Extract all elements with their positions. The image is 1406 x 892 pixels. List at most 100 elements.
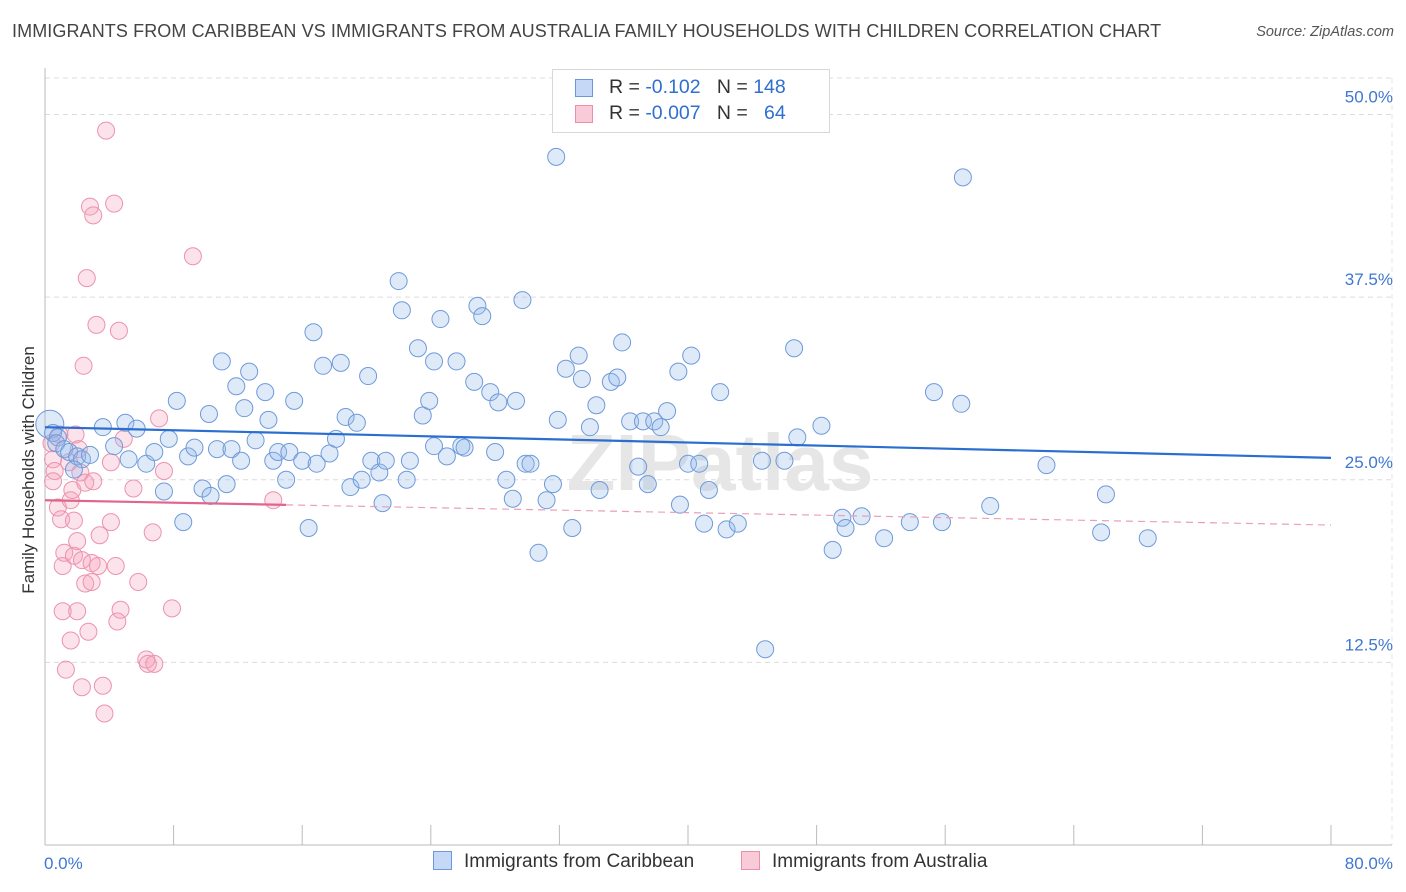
caribbean-point bbox=[392, 301, 411, 320]
caribbean-point bbox=[638, 475, 657, 494]
australia-point bbox=[52, 510, 71, 529]
caribbean-point bbox=[1138, 529, 1157, 548]
tick-labels: 12.5% 25.0% 37.5% 50.0% 0.0% 80.0% bbox=[44, 88, 1393, 873]
caribbean-point bbox=[212, 352, 231, 371]
caribbean-point bbox=[105, 437, 124, 456]
caribbean-point bbox=[299, 518, 318, 537]
caribbean-point bbox=[547, 147, 566, 166]
caribbean-point bbox=[341, 478, 360, 497]
caribbean-point bbox=[613, 333, 632, 352]
australia-point bbox=[90, 526, 109, 545]
australia-point bbox=[162, 599, 181, 618]
caribbean-legend-label: Immigrants from Caribbean bbox=[464, 851, 695, 872]
caribbean-point bbox=[119, 450, 138, 469]
caribbean-point bbox=[489, 393, 508, 412]
caribbean-point bbox=[179, 447, 198, 466]
caribbean-point bbox=[174, 513, 193, 532]
bottom-legend-australia: Immigrants from Australia bbox=[741, 851, 987, 873]
caribbean-point bbox=[208, 440, 227, 459]
caribbean-point bbox=[285, 391, 304, 410]
caribbean-point bbox=[425, 352, 444, 371]
caribbean-point bbox=[293, 451, 312, 470]
australia-point bbox=[87, 315, 106, 334]
caribbean-point bbox=[543, 475, 562, 494]
bottom-legend-caribbean: Immigrants from Caribbean bbox=[433, 851, 694, 873]
caribbean-point bbox=[370, 463, 389, 482]
caribbean-point bbox=[227, 377, 246, 396]
y-tick-label: 25.0% bbox=[1345, 453, 1393, 472]
caribbean-point bbox=[590, 480, 609, 499]
chart-title: IMMIGRANTS FROM CARIBBEAN VS IMMIGRANTS … bbox=[12, 21, 1162, 41]
caribbean-point bbox=[93, 418, 112, 437]
australia-point bbox=[64, 546, 83, 565]
caribbean-point bbox=[717, 520, 736, 539]
caribbean-point bbox=[785, 339, 804, 358]
australia-point bbox=[95, 704, 114, 723]
caribbean-swatch bbox=[575, 79, 593, 97]
caribbean-point bbox=[201, 486, 220, 505]
australia-point bbox=[154, 461, 173, 480]
caribbean-point bbox=[924, 383, 943, 402]
caribbean-point bbox=[304, 323, 323, 342]
stats-legend: R = -0.102 N = 148 R = -0.007 N = 64 bbox=[552, 69, 830, 133]
caribbean-swatch bbox=[433, 851, 452, 870]
caribbean-point bbox=[812, 416, 831, 435]
caribbean-point bbox=[259, 410, 278, 429]
caribbean-point bbox=[537, 491, 556, 510]
caribbean-point bbox=[497, 470, 516, 489]
caribbean-point bbox=[264, 451, 283, 470]
australia-point bbox=[66, 425, 85, 444]
australia-point bbox=[124, 479, 143, 498]
caribbean-point bbox=[256, 383, 275, 402]
australia-point bbox=[183, 247, 202, 266]
caribbean-point bbox=[431, 310, 450, 329]
caribbean-point bbox=[629, 457, 648, 476]
caribbean-point bbox=[529, 543, 548, 562]
caribbean-point bbox=[756, 640, 775, 659]
caribbean-point bbox=[145, 443, 164, 462]
caribbean-point bbox=[486, 443, 505, 462]
australia-point bbox=[44, 472, 63, 491]
caribbean-point bbox=[521, 454, 540, 473]
axes bbox=[44, 68, 1392, 846]
australia-trend-line-extension bbox=[286, 504, 1332, 526]
australia-point bbox=[108, 612, 127, 631]
caribbean-point bbox=[447, 352, 466, 371]
caribbean-point bbox=[775, 451, 794, 470]
australia-point bbox=[68, 602, 87, 621]
grid-lines bbox=[45, 77, 1393, 845]
caribbean-point bbox=[277, 470, 296, 489]
r-value-caribbean: -0.102 bbox=[645, 76, 701, 98]
caribbean-point bbox=[240, 362, 259, 381]
australia-point bbox=[53, 602, 72, 621]
australia-point bbox=[109, 321, 128, 340]
trend-lines bbox=[44, 426, 1332, 526]
australia-point bbox=[84, 206, 103, 225]
australia-point bbox=[138, 654, 157, 673]
caribbean-point bbox=[336, 407, 355, 426]
australia-trend-line bbox=[44, 499, 287, 506]
caribbean-point bbox=[222, 440, 241, 459]
caribbean-point bbox=[788, 428, 807, 447]
caribbean-point bbox=[580, 418, 599, 437]
caribbean-point bbox=[397, 470, 416, 489]
caribbean-point bbox=[468, 296, 487, 315]
caribbean-point bbox=[695, 514, 714, 533]
australia-point bbox=[93, 676, 112, 695]
n-label: N = bbox=[716, 102, 748, 124]
australia-point bbox=[101, 453, 120, 472]
caribbean-point bbox=[420, 391, 439, 410]
australia-point bbox=[77, 269, 96, 288]
caribbean-point bbox=[408, 339, 427, 358]
x-tick-label-max: 80.0% bbox=[1345, 854, 1393, 873]
caribbean-point bbox=[167, 391, 186, 410]
australia-point bbox=[84, 472, 103, 491]
australia-swatch bbox=[741, 851, 760, 870]
caribbean-point bbox=[682, 346, 701, 365]
caribbean-point bbox=[953, 168, 972, 187]
australia-point bbox=[72, 678, 91, 697]
caribbean-point bbox=[307, 454, 326, 473]
caribbean-point bbox=[981, 497, 1000, 516]
caribbean-point bbox=[669, 362, 688, 381]
